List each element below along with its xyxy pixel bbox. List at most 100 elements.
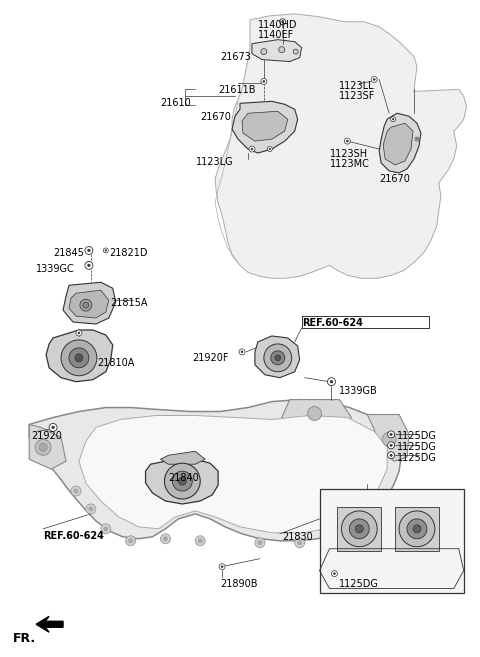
Circle shape — [282, 21, 284, 23]
Text: 21670: 21670 — [379, 174, 410, 184]
Circle shape — [179, 477, 186, 485]
Text: 1140EF: 1140EF — [258, 30, 294, 39]
Circle shape — [293, 49, 298, 54]
Circle shape — [104, 527, 108, 531]
Circle shape — [275, 355, 281, 361]
Text: 21845: 21845 — [53, 248, 84, 258]
Circle shape — [334, 572, 336, 575]
Text: 21890B: 21890B — [220, 579, 258, 589]
Text: FR.: FR. — [13, 632, 36, 645]
Circle shape — [78, 332, 80, 334]
Text: 21611B: 21611B — [218, 85, 256, 95]
Circle shape — [382, 432, 396, 446]
Circle shape — [172, 471, 192, 491]
Polygon shape — [46, 330, 113, 382]
Circle shape — [392, 118, 394, 120]
Circle shape — [129, 539, 132, 543]
Text: 1123SF: 1123SF — [339, 91, 376, 101]
Circle shape — [258, 541, 262, 545]
Polygon shape — [255, 336, 300, 378]
Circle shape — [390, 454, 392, 457]
Circle shape — [239, 349, 245, 355]
Circle shape — [279, 47, 285, 53]
Polygon shape — [242, 111, 288, 141]
Circle shape — [74, 489, 78, 493]
Text: 1339GB: 1339GB — [339, 386, 378, 396]
Polygon shape — [145, 459, 218, 504]
Circle shape — [89, 507, 93, 511]
Polygon shape — [215, 14, 467, 279]
Circle shape — [344, 138, 350, 144]
Circle shape — [267, 147, 272, 152]
Circle shape — [251, 148, 253, 150]
Circle shape — [85, 246, 93, 254]
Polygon shape — [29, 399, 401, 541]
Text: 21920F: 21920F — [192, 353, 229, 363]
Circle shape — [39, 443, 47, 451]
Circle shape — [261, 49, 267, 55]
Text: 21821D: 21821D — [109, 248, 147, 258]
Circle shape — [347, 140, 348, 142]
Circle shape — [75, 354, 83, 362]
Circle shape — [160, 533, 170, 544]
Text: 21840: 21840 — [168, 473, 199, 483]
Text: 1125DG: 1125DG — [397, 432, 437, 442]
Circle shape — [61, 340, 97, 376]
Circle shape — [69, 348, 89, 368]
Circle shape — [371, 76, 377, 82]
Text: REF.60-624: REF.60-624 — [301, 318, 362, 328]
Circle shape — [80, 299, 92, 311]
Circle shape — [373, 78, 375, 81]
Bar — [320, 489, 464, 593]
Circle shape — [391, 117, 396, 122]
Text: 1125DG: 1125DG — [397, 453, 437, 463]
Polygon shape — [63, 283, 116, 324]
Circle shape — [255, 538, 265, 548]
Circle shape — [388, 442, 395, 449]
Polygon shape — [282, 399, 351, 428]
Polygon shape — [69, 290, 109, 318]
Circle shape — [407, 519, 427, 539]
Circle shape — [280, 19, 286, 25]
Circle shape — [165, 463, 200, 499]
Circle shape — [399, 511, 435, 547]
Text: 1125DG: 1125DG — [339, 579, 379, 589]
Circle shape — [390, 444, 392, 447]
Circle shape — [71, 486, 81, 496]
Polygon shape — [379, 113, 421, 173]
Circle shape — [241, 351, 243, 353]
Circle shape — [76, 330, 82, 336]
Polygon shape — [232, 101, 298, 153]
Circle shape — [49, 424, 57, 432]
Circle shape — [388, 452, 395, 459]
Circle shape — [249, 146, 255, 152]
Text: 21610: 21610 — [160, 99, 191, 108]
Circle shape — [388, 431, 395, 438]
Text: 1123SH: 1123SH — [329, 149, 368, 159]
Circle shape — [52, 426, 54, 429]
Text: 1339GC: 1339GC — [36, 264, 75, 275]
Circle shape — [390, 433, 392, 436]
Circle shape — [219, 564, 225, 570]
Circle shape — [341, 511, 377, 547]
Circle shape — [264, 344, 292, 372]
Circle shape — [413, 525, 421, 533]
Circle shape — [308, 407, 322, 420]
Circle shape — [349, 519, 369, 539]
Circle shape — [298, 541, 301, 545]
Circle shape — [221, 566, 223, 568]
Circle shape — [415, 137, 419, 141]
Polygon shape — [29, 424, 66, 469]
Circle shape — [87, 264, 90, 267]
Text: 21815A: 21815A — [110, 298, 147, 308]
Circle shape — [269, 148, 271, 150]
Circle shape — [126, 536, 136, 546]
Circle shape — [416, 139, 418, 140]
Circle shape — [101, 524, 111, 533]
Text: 1140HD: 1140HD — [258, 20, 298, 30]
Circle shape — [332, 570, 337, 577]
Circle shape — [87, 249, 90, 252]
Circle shape — [195, 536, 205, 546]
Circle shape — [295, 538, 305, 548]
Text: REF.60-624: REF.60-624 — [43, 531, 104, 541]
